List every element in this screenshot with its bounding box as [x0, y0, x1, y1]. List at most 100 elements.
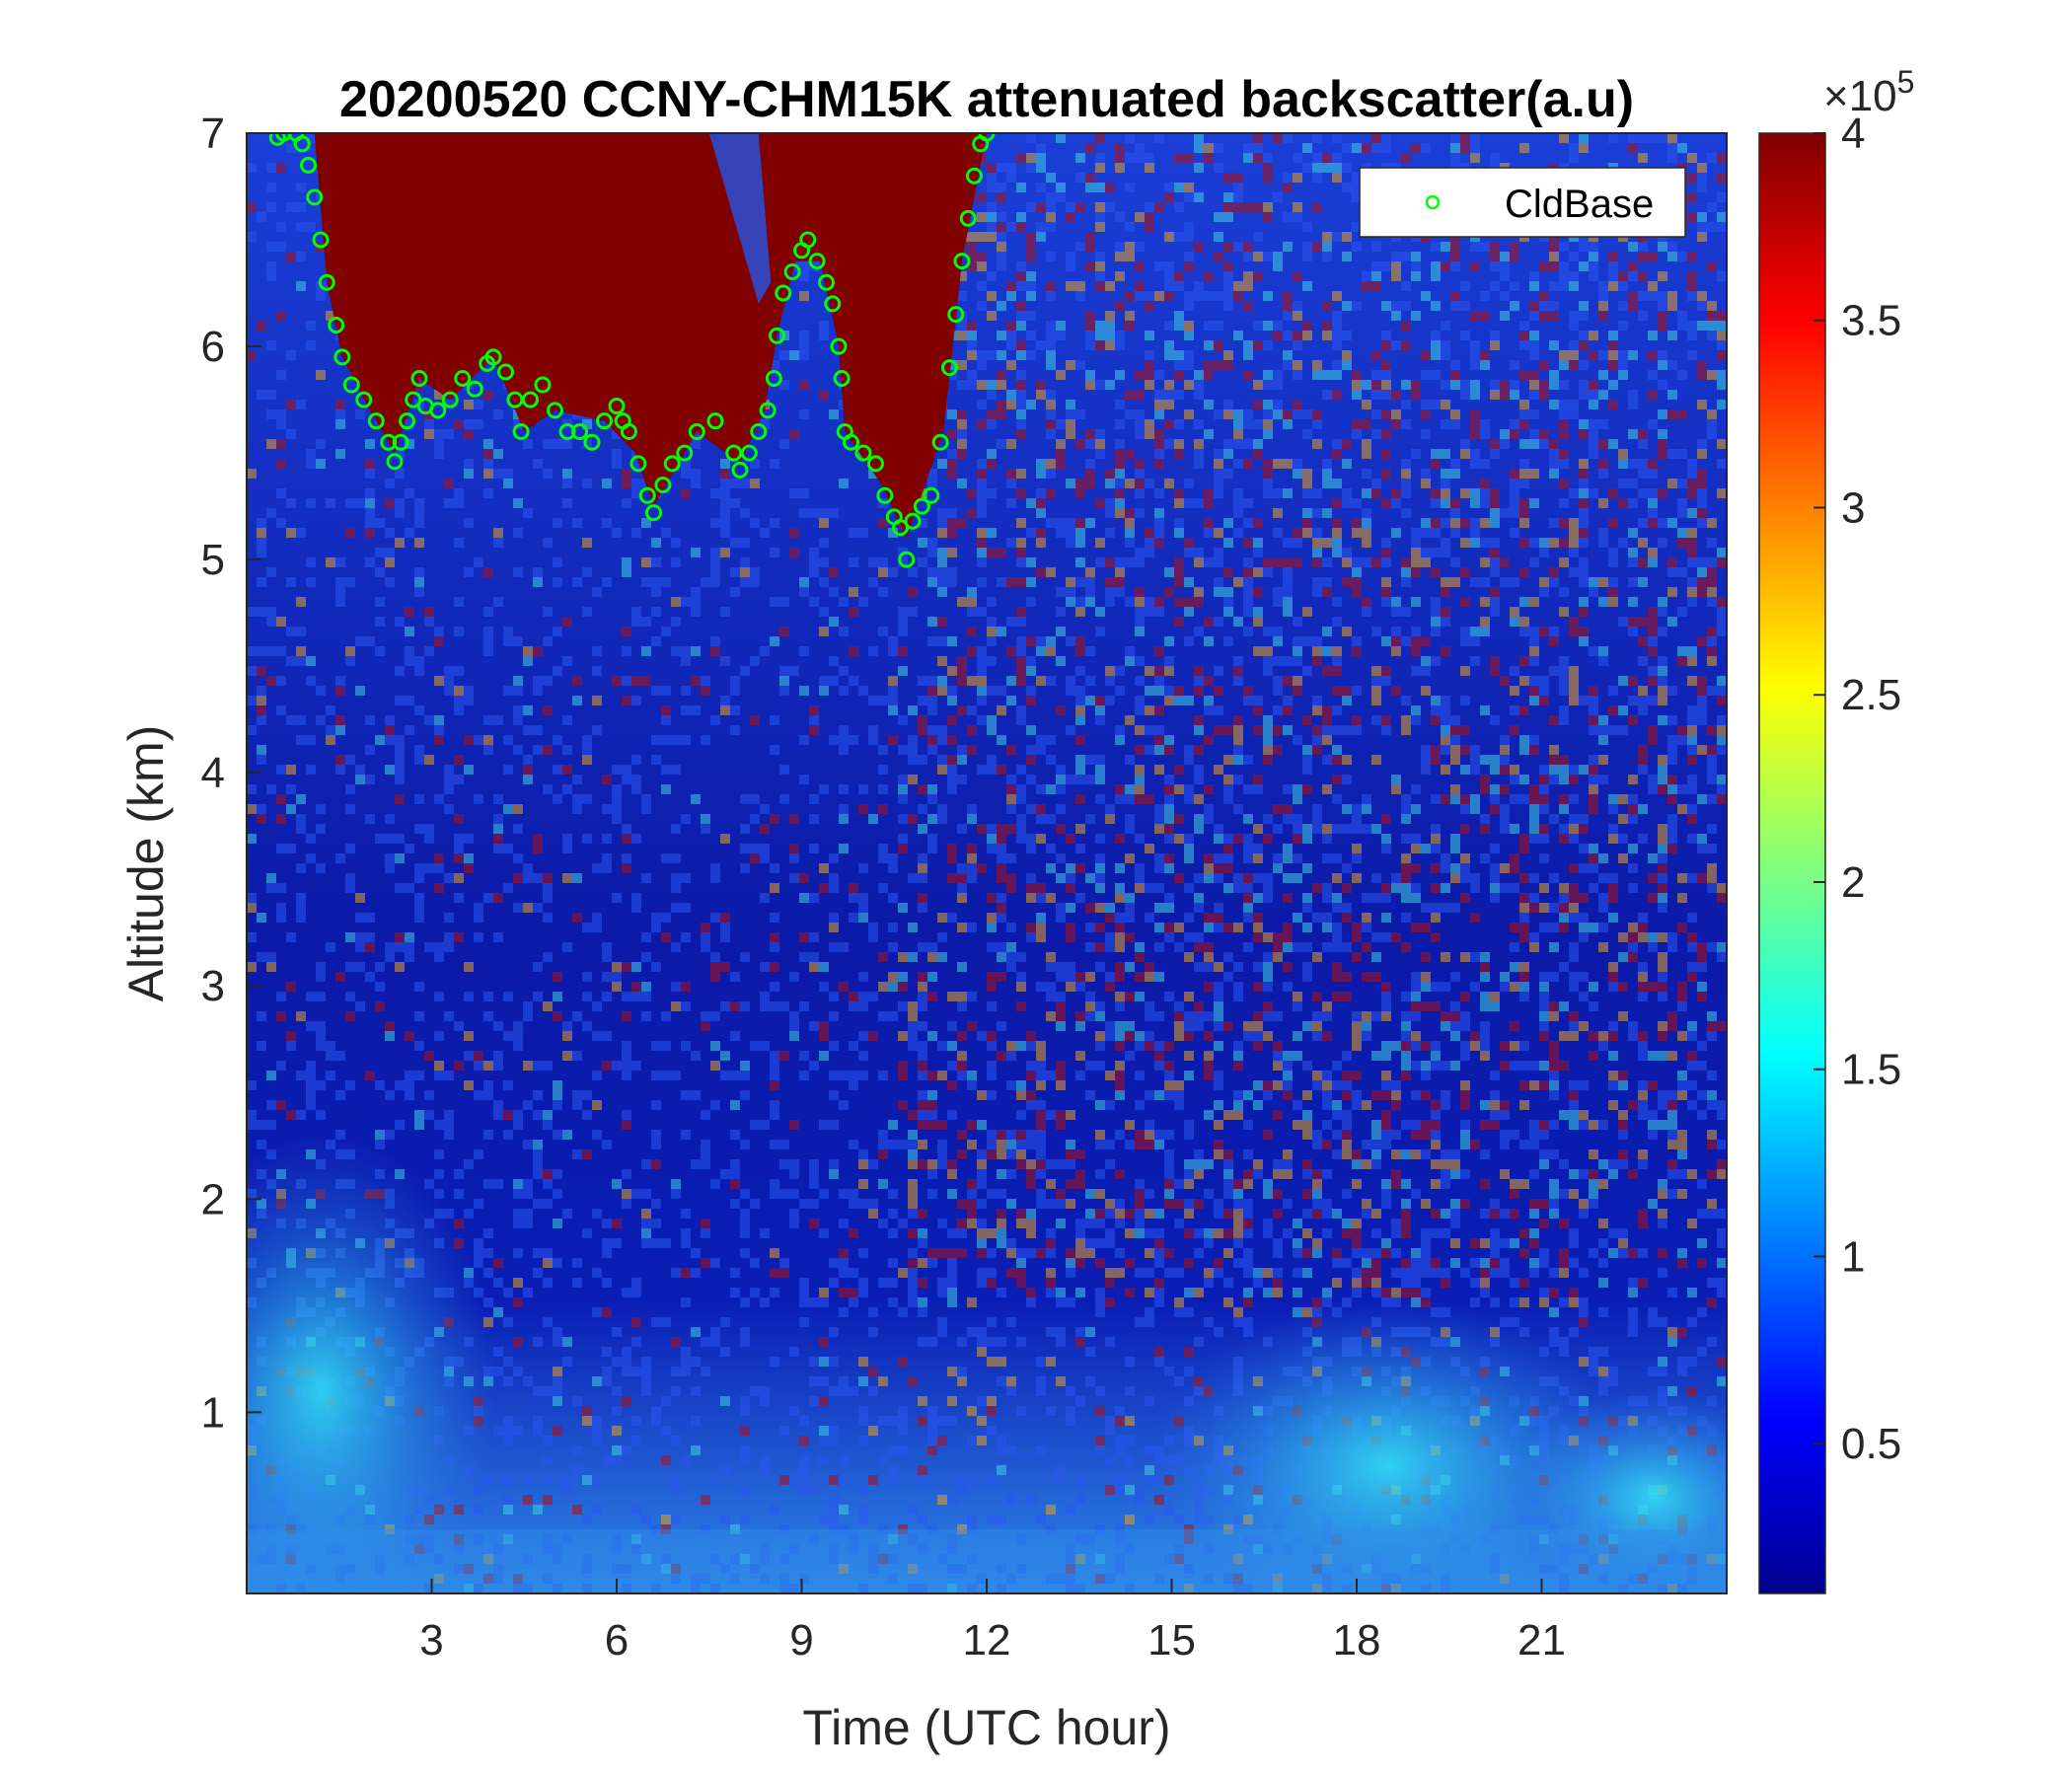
colorbar-tick-label: 3 [1841, 483, 1865, 532]
cldbase-point [333, 348, 351, 366]
cldbase-point [629, 455, 647, 473]
colorbar-ticks: 0.5 1 1.5 2 2.5 3 3.5 4 [1813, 110, 1901, 1468]
cldbase-series [268, 133, 996, 568]
cldbase-point [904, 512, 922, 530]
cldbase-point [534, 376, 552, 394]
colorbar-tick-label: 3.5 [1841, 297, 1901, 345]
cldbase-point [497, 363, 514, 381]
cldbase-point [328, 316, 345, 333]
cldbase-point [645, 504, 662, 522]
colorbar-exponent-power: 5 [1897, 64, 1915, 100]
x-tick-label: 9 [789, 1616, 813, 1665]
cldbase-point [654, 476, 672, 493]
colorbar-tick-label: 2 [1841, 858, 1865, 907]
cldbase-point [367, 412, 385, 430]
cldbase-point [454, 369, 472, 387]
cldbase-point [663, 455, 681, 473]
y-tick-label: 4 [201, 749, 225, 797]
cldbase-point [830, 337, 848, 355]
cldbase-point [512, 422, 530, 440]
cldbase-point [410, 369, 428, 387]
cldbase-point [941, 359, 958, 377]
y-tick-label: 3 [201, 962, 225, 1010]
cloud-gap-region [708, 133, 772, 304]
cldbase-point [676, 444, 694, 462]
x-axis-ticks: 3 6 9 12 15 18 21 [419, 1579, 1566, 1665]
cloud-saturated-region [314, 133, 987, 539]
colorbar-tick-label: 2.5 [1841, 671, 1901, 719]
cldbase-point [765, 369, 782, 387]
colorbar-exponent-prefix: ×10 [1823, 72, 1897, 120]
cldbase-point [275, 133, 292, 142]
cldbase-point [966, 167, 983, 185]
cldbase-point [484, 348, 502, 366]
cldbase-point [608, 398, 626, 415]
cldbase-point [953, 253, 971, 270]
cldbase-point [799, 231, 817, 249]
cldbase-point [596, 412, 613, 430]
cldbase-point [843, 433, 859, 451]
y-tick-label: 5 [201, 536, 225, 584]
cldbase-point [268, 133, 286, 146]
x-tick-label: 21 [1517, 1616, 1566, 1665]
colorbar-tick-label: 1.5 [1841, 1046, 1901, 1094]
cldbase-point [923, 486, 940, 504]
cldbase-point [867, 455, 884, 473]
cldbase-point [959, 209, 977, 227]
cldbase-point [750, 422, 768, 440]
cldbase-point [892, 519, 909, 537]
cldbase-point [731, 461, 749, 479]
cldbase-point [854, 444, 872, 462]
colorbar-exponent: ×105 [1823, 64, 1914, 120]
cldbase-point [547, 402, 563, 419]
cldbase-point [318, 273, 335, 291]
cldbase-point [522, 391, 539, 408]
cldbase-point [466, 380, 483, 398]
colorbar-gradient [1758, 132, 1826, 1594]
cldbase-point [833, 369, 851, 387]
cldbase-point [913, 497, 930, 515]
x-tick-label: 6 [605, 1616, 629, 1665]
cldbase-point [441, 391, 459, 408]
y-tick-label: 2 [201, 1175, 225, 1223]
colorbar-tick-label: 4 [1841, 110, 1865, 158]
cldbase-point [783, 262, 801, 280]
chart-title: 20200520 CCNY-CHM15K attenuated backscat… [339, 71, 1634, 128]
x-tick-label: 3 [419, 1616, 443, 1665]
cldbase-point [386, 453, 404, 471]
x-tick-label: 18 [1333, 1616, 1381, 1665]
cldbase-point [808, 253, 826, 270]
x-tick-label: 12 [963, 1616, 1011, 1665]
y-tick-label: 1 [201, 1388, 225, 1437]
cldbase-point [769, 327, 785, 344]
cldbase-point [306, 188, 324, 206]
cldbase-point [775, 284, 792, 302]
y-axis-ticks: 1 2 3 4 5 6 7 [201, 110, 261, 1437]
colorbar-tick-label: 1 [1841, 1232, 1865, 1281]
cldbase-point [759, 402, 777, 419]
heatmap-image [247, 133, 1727, 1593]
cldbase-point [818, 273, 835, 291]
cldbase-point [947, 306, 965, 324]
cldbase-point [706, 412, 724, 430]
legend-label-cldbase: CldBase [1505, 183, 1654, 226]
cldbase-point [978, 133, 996, 142]
cldbase-point [506, 391, 524, 408]
cldbase-point [405, 391, 422, 408]
y-tick-label: 6 [201, 323, 225, 371]
cldbase-point [300, 156, 317, 174]
cldbase-point [342, 376, 360, 394]
cldbase-point [898, 551, 916, 568]
cldbase-point [688, 422, 705, 440]
cldbase-point [621, 422, 637, 440]
cldbase-point [571, 422, 588, 440]
y-axis-label: Altitude (km) [118, 725, 174, 1002]
cldbase-point [293, 135, 311, 153]
cldbase-point [312, 231, 330, 249]
cldbase-point [931, 433, 949, 451]
cldbase-point [392, 433, 409, 451]
y-tick-label: 7 [201, 110, 225, 158]
cldbase-point [725, 444, 743, 462]
